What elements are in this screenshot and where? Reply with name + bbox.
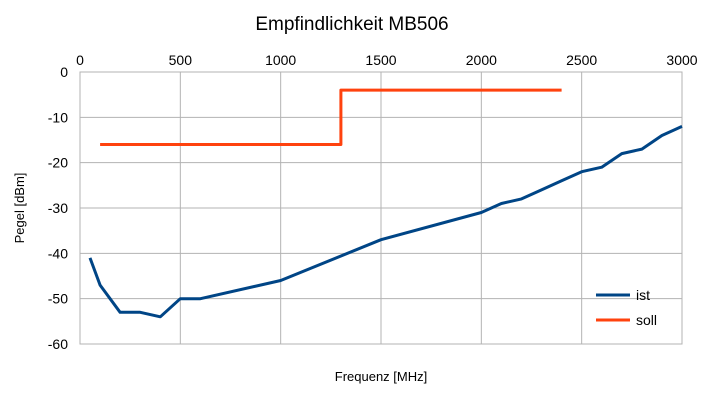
y-axis-label: Pegel [dBm] [12, 173, 27, 244]
y-tick-label: 0 [60, 64, 68, 80]
y-tick-label: -20 [48, 155, 68, 171]
x-tick-label: 1000 [265, 52, 296, 68]
x-axis-ticks: 0 500 1000 1500 2000 2500 3000 [76, 52, 698, 68]
plot-area-border [79, 71, 683, 345]
y-tick-label: -40 [48, 245, 68, 261]
y-tick-label: -50 [48, 291, 68, 307]
x-axis-label: Frequenz [MHz] [335, 369, 427, 384]
x-tick-label: 3000 [666, 52, 697, 68]
series-line-ist [88, 125, 683, 319]
chart-title: Empfindlichkeit MB506 [255, 14, 448, 35]
x-tick-label: 0 [76, 52, 84, 68]
legend: ist soll [596, 287, 657, 328]
series-line-soll [100, 88, 562, 146]
x-tick-label: 500 [169, 52, 193, 68]
x-tick-label: 2500 [566, 52, 597, 68]
gridlines [79, 71, 683, 345]
y-axis-ticks: 0 -10 -20 -30 -40 -50 -60 [48, 64, 68, 352]
y-tick-label: -10 [48, 109, 68, 125]
legend-label-ist: ist [636, 287, 650, 303]
x-tick-label: 1500 [365, 52, 396, 68]
legend-label-soll: soll [636, 312, 657, 328]
y-tick-label: -60 [48, 336, 68, 352]
x-tick-label: 2000 [466, 52, 497, 68]
series-lines [88, 88, 683, 319]
y-tick-label: -30 [48, 200, 68, 216]
